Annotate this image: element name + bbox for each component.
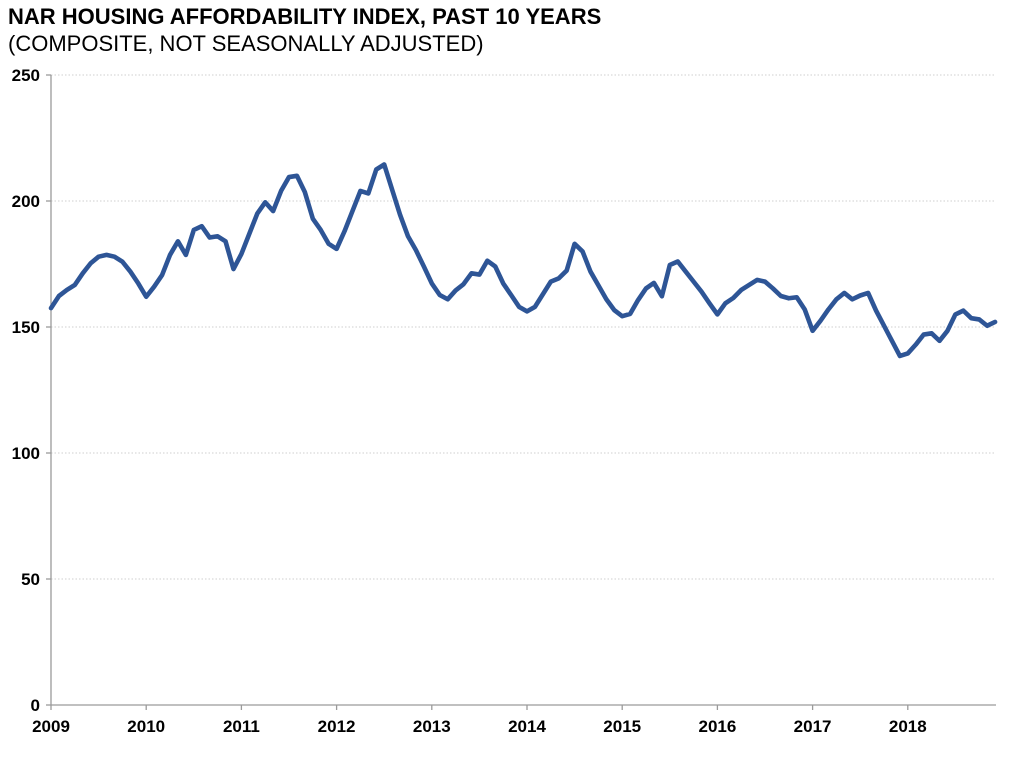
- gridlines: [51, 74, 996, 580]
- y-tick-label: 0: [31, 696, 40, 715]
- x-axis-labels: 2009 2010 2011 2012 2013 2014 2015 2016 2017 2018: [32, 717, 927, 736]
- axes: [50, 75, 996, 706]
- x-tick-label: 2016: [698, 717, 736, 736]
- affordability-index-line: [48, 162, 998, 359]
- x-tick-label: 2012: [318, 717, 356, 736]
- y-tick-label: 150: [12, 318, 40, 337]
- x-tick-label: 2015: [603, 717, 641, 736]
- y-tick-label: 50: [21, 570, 40, 589]
- x-tick-label: 2013: [413, 717, 451, 736]
- x-tick-label: 2017: [794, 717, 832, 736]
- chart-subtitle: (COMPOSITE, NOT SEASONALLY ADJUSTED): [8, 31, 484, 56]
- y-tick-label: 200: [12, 192, 40, 211]
- y-tick-label: 250: [12, 66, 40, 85]
- y-axis-labels: 0 50 100 150 200 250: [12, 66, 40, 715]
- x-tick-label: 2014: [508, 717, 546, 736]
- y-tick-label: 100: [12, 444, 40, 463]
- x-tick-label: 2018: [889, 717, 927, 736]
- x-tick-label: 2010: [127, 717, 165, 736]
- x-tick-label: 2011: [223, 717, 260, 736]
- chart-title: NAR HOUSING AFFORDABILITY INDEX, PAST 10…: [8, 4, 602, 29]
- x-tick-label: 2009: [32, 717, 70, 736]
- axis-ticks: [46, 74, 909, 710]
